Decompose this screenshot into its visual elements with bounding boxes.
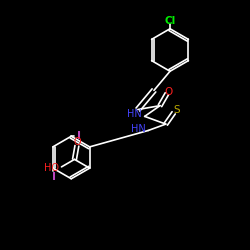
Text: HN: HN xyxy=(128,110,142,120)
Text: I: I xyxy=(77,131,81,141)
Text: O: O xyxy=(165,87,173,97)
Text: HO: HO xyxy=(44,163,59,173)
Text: HN: HN xyxy=(131,124,146,134)
Text: I: I xyxy=(52,172,56,181)
Text: Cl: Cl xyxy=(164,16,175,26)
Text: S: S xyxy=(174,105,180,115)
Text: O: O xyxy=(74,137,81,147)
